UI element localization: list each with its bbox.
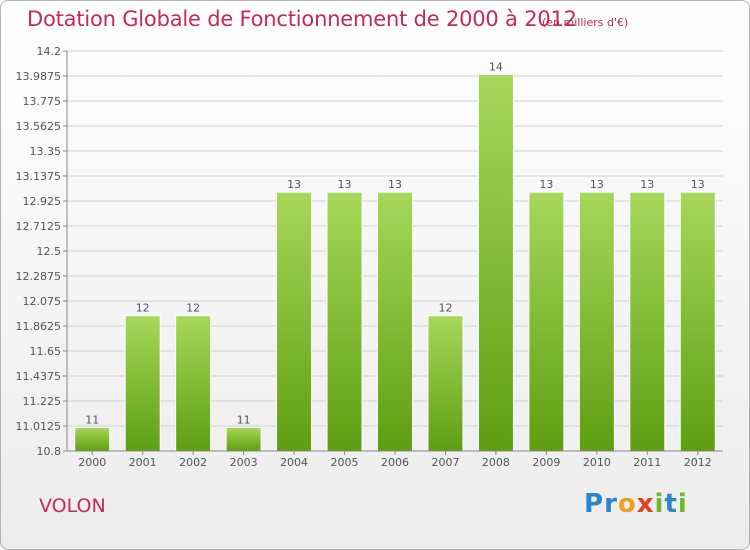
y-tick-label: 12.925 — [23, 195, 62, 208]
logo-letter: i — [654, 489, 665, 519]
data-label: 13 — [539, 178, 553, 191]
data-label: 13 — [691, 178, 705, 191]
logo-letter: P — [584, 489, 605, 519]
chart-title: Dotation Globale de Fonctionnement de 20… — [27, 7, 577, 31]
x-tick-label: 2003 — [230, 456, 258, 469]
bar — [326, 191, 363, 452]
bar — [276, 191, 313, 452]
data-label: 12 — [438, 302, 452, 315]
bar — [578, 191, 615, 452]
chart-unit: (en milliers d'€) — [542, 16, 629, 29]
bar — [528, 191, 565, 452]
y-tick-label: 10.8 — [37, 445, 62, 458]
x-tick-label: 2004 — [280, 456, 308, 469]
logo-letter: r — [604, 489, 618, 519]
x-tick-label: 2012 — [684, 456, 712, 469]
bar — [74, 426, 111, 452]
bar — [427, 315, 464, 452]
x-tick-label: 2007 — [431, 456, 459, 469]
y-tick-label: 12.7125 — [16, 220, 62, 233]
data-label: 13 — [590, 178, 604, 191]
x-tick-label: 2005 — [331, 456, 359, 469]
x-tick-label: 2000 — [78, 456, 106, 469]
x-tick-label: 2002 — [179, 456, 207, 469]
proxiti-logo: Proxiti — [584, 489, 688, 519]
y-tick-label: 13.775 — [23, 95, 62, 108]
y-tick-label: 12.075 — [23, 295, 62, 308]
y-tick-label: 11.4375 — [16, 370, 62, 383]
data-label: 13 — [287, 178, 301, 191]
x-tick-label: 2006 — [381, 456, 409, 469]
y-tick-label: 13.9875 — [16, 70, 62, 83]
data-label: 12 — [186, 302, 200, 315]
y-tick-label: 13.1375 — [16, 170, 62, 183]
x-tick-label: 2008 — [482, 456, 510, 469]
logo-letter: t — [664, 489, 678, 519]
x-tick-label: 2011 — [633, 456, 661, 469]
y-tick-label: 13.35 — [30, 145, 62, 158]
data-label: 12 — [136, 302, 150, 315]
data-label: 13 — [338, 178, 352, 191]
y-tick-label: 12.2875 — [16, 270, 62, 283]
data-label: 14 — [489, 61, 503, 74]
y-tick-label: 11.65 — [30, 345, 62, 358]
logo-letter: i — [677, 489, 688, 519]
bar — [377, 191, 413, 452]
commune-name: VOLON — [39, 495, 106, 517]
bar — [629, 191, 666, 452]
y-tick-label: 13.5625 — [16, 120, 62, 133]
x-tick-label: 2010 — [583, 456, 611, 469]
bar — [477, 74, 514, 452]
y-tick-label: 14.2 — [37, 45, 62, 58]
data-label: 13 — [640, 178, 654, 191]
bar — [225, 426, 262, 452]
x-tick-label: 2001 — [129, 456, 157, 469]
data-label: 11 — [85, 413, 99, 426]
logo-letter: o — [617, 489, 637, 519]
bar — [679, 191, 716, 452]
y-tick-label: 11.0125 — [16, 420, 62, 433]
y-tick-label: 11.225 — [23, 395, 62, 408]
y-tick-label: 11.8625 — [16, 320, 62, 333]
x-tick-label: 2009 — [532, 456, 560, 469]
bar — [175, 315, 212, 452]
data-label: 11 — [237, 413, 251, 426]
y-tick-label: 12.5 — [37, 245, 62, 258]
data-label: 13 — [388, 178, 402, 191]
logo-letter: x — [636, 489, 655, 519]
bar — [124, 315, 161, 452]
